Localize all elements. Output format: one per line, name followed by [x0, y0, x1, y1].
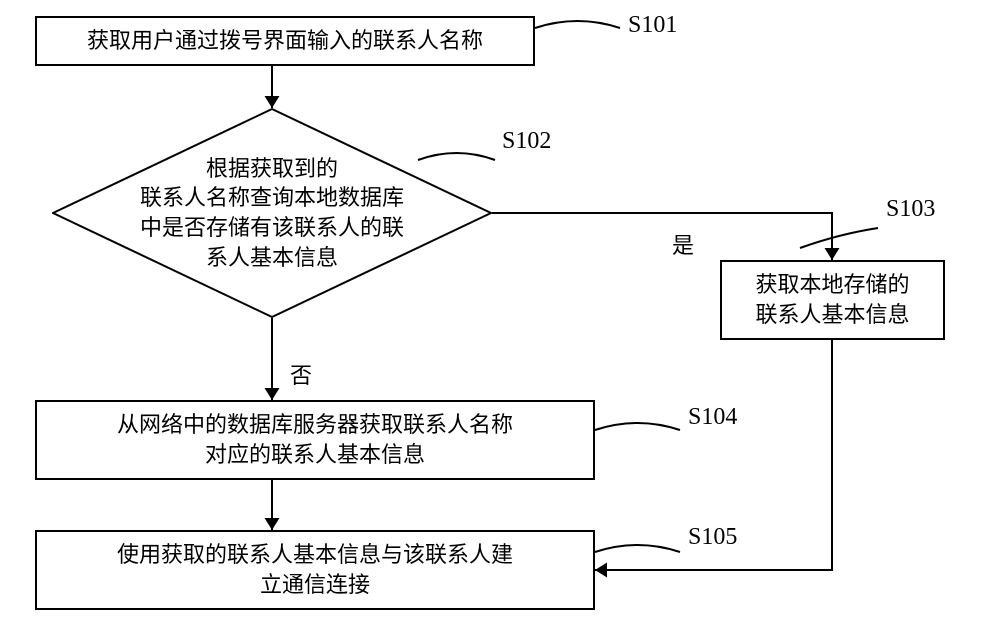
node-text: 根据获取到的联系人名称查询本地数据库中是否存储有该联系人的联系人基本信息 — [140, 154, 404, 273]
flow-node-s105: 使用获取的联系人基本信息与该联系人建立通信连接 — [35, 530, 595, 610]
branch-label: 否 — [290, 358, 312, 390]
step-label-s105: S105 — [688, 524, 737, 551]
flow-node-s101: 获取用户通过拨号界面输入的联系人名称 — [35, 16, 535, 66]
flow-node-s104: 从网络中的数据库服务器获取联系人名称对应的联系人基本信息 — [35, 400, 595, 480]
flow-node-s103: 获取本地存储的联系人基本信息 — [720, 260, 945, 340]
node-text: 获取本地存储的联系人基本信息 — [755, 270, 909, 329]
node-text: 从网络中的数据库服务器获取联系人名称对应的联系人基本信息 — [117, 410, 513, 469]
step-label-s104: S104 — [688, 404, 737, 431]
node-text: 获取用户通过拨号界面输入的联系人名称 — [87, 26, 483, 56]
step-label-s101: S101 — [628, 12, 677, 39]
step-label-s103: S103 — [886, 196, 935, 223]
flow-node-s102: 根据获取到的联系人名称查询本地数据库中是否存储有该联系人的联系人基本信息 — [52, 108, 492, 318]
branch-label: 是 — [672, 228, 694, 260]
step-label-s102: S102 — [502, 128, 551, 155]
node-text: 使用获取的联系人基本信息与该联系人建立通信连接 — [117, 540, 513, 599]
